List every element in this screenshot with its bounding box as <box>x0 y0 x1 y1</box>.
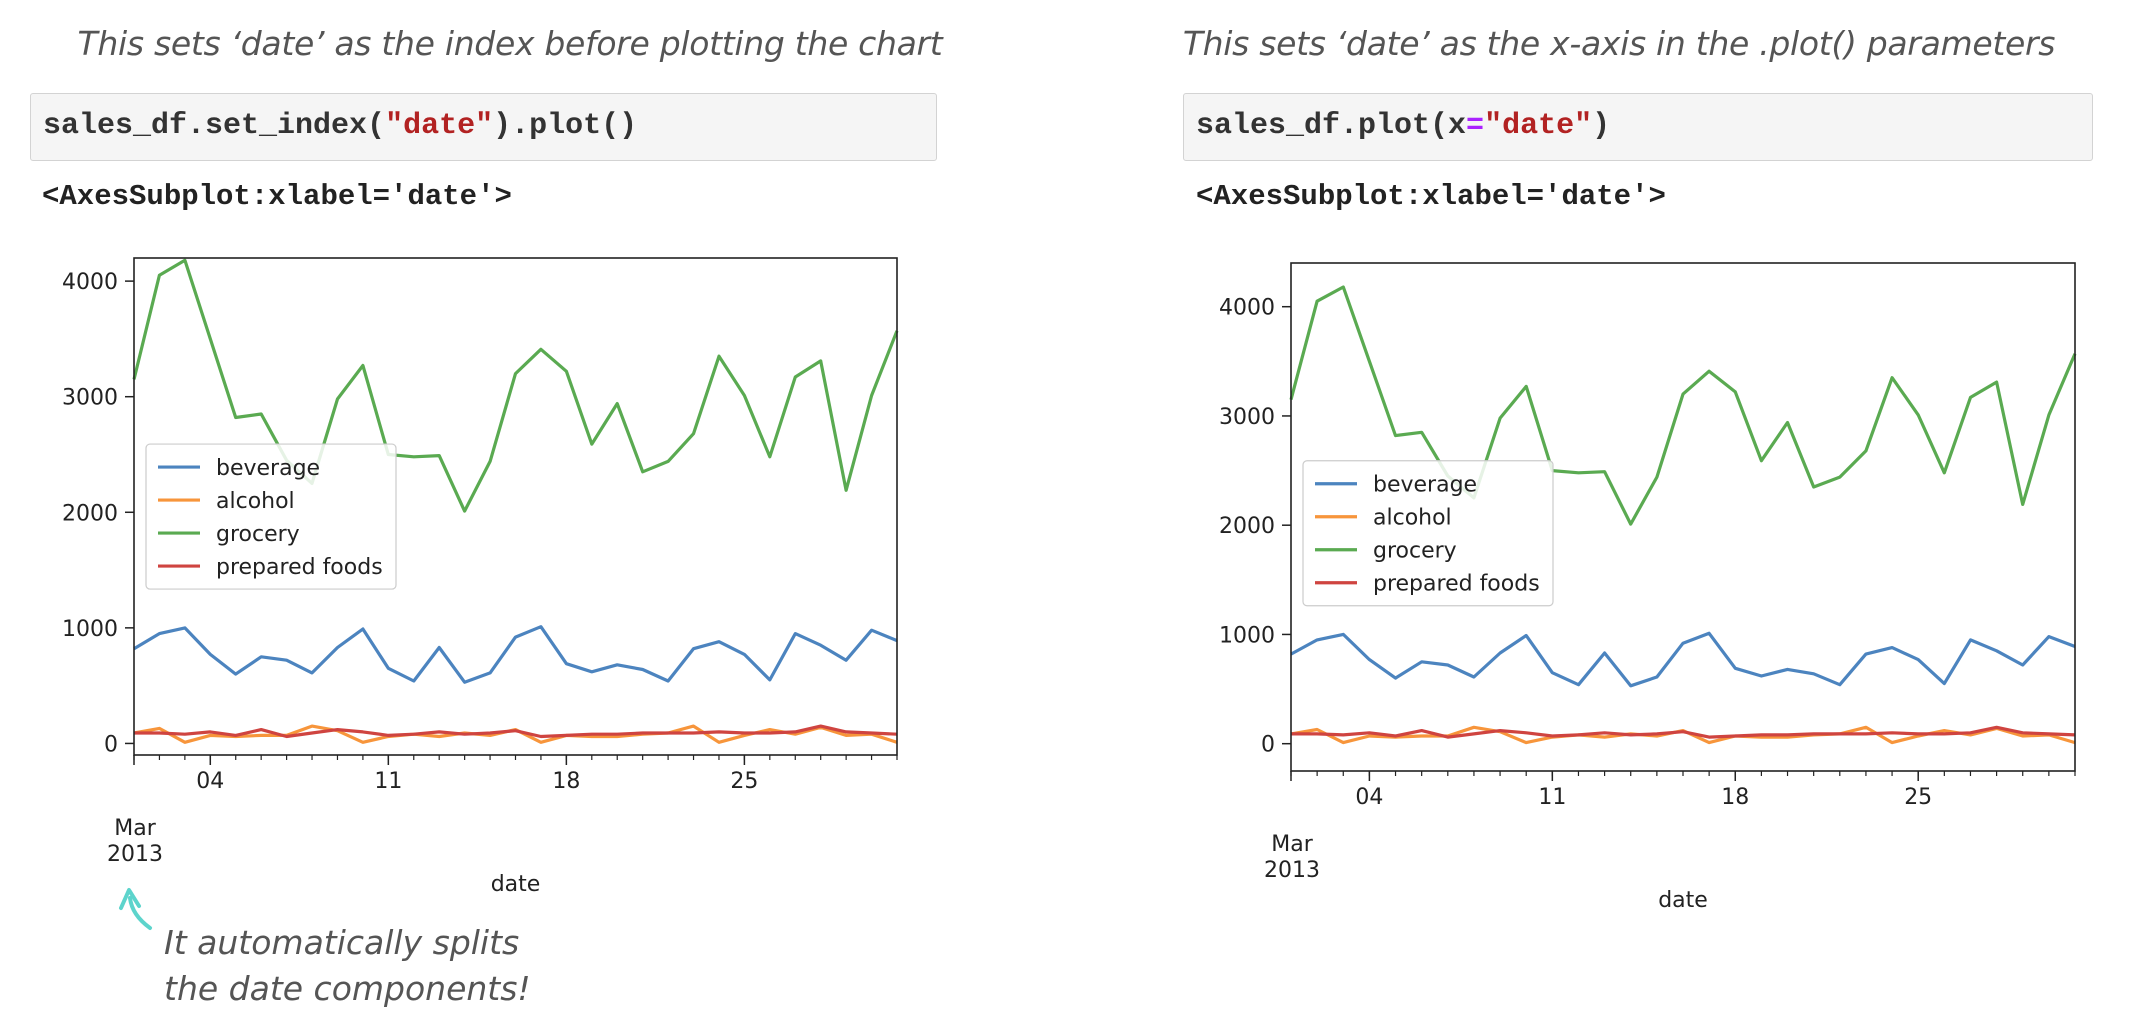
annotation-arrow <box>119 888 152 930</box>
series-line-beverage <box>133 625 898 684</box>
code-text: sales_df.set_index( <box>43 109 386 143</box>
legend-label: alcohol <box>216 489 295 514</box>
series-line-grocery <box>132 258 899 513</box>
code-text: sales_df.plot(x <box>1196 109 1467 143</box>
legend-label: grocery <box>216 522 300 547</box>
x-tick-label: 18 <box>552 769 580 794</box>
x-tick-label: 25 <box>1904 785 1932 810</box>
y-tick-label: 2000 <box>62 501 118 526</box>
series-line-prepared-foods <box>1291 725 2076 739</box>
annotation-text: It automatically splits the date compone… <box>164 920 531 1012</box>
right-panel: This sets ‘date’ as the x-axis in the .p… <box>1069 0 2138 1034</box>
series-line-prepared-foods <box>134 724 898 739</box>
x-axis-label: date <box>491 872 541 897</box>
y-tick-label: 1000 <box>62 617 118 642</box>
legend-box <box>1302 460 1554 607</box>
legend-box <box>145 443 397 590</box>
x-tick-label: 25 <box>730 769 758 794</box>
code-cell[interactable]: sales_df.plot(x="date") <box>1183 93 2093 161</box>
legend-label: beverage <box>216 456 320 481</box>
code-text: ).plot() <box>493 109 638 143</box>
y-tick-label: 3000 <box>1219 405 1275 430</box>
y-tick-label: 0 <box>104 732 118 757</box>
panel-caption: This sets ‘date’ as the x-axis in the .p… <box>1182 24 2056 63</box>
y-tick-label: 0 <box>1261 733 1275 758</box>
x-month-label: Mar <box>114 816 156 841</box>
output-repr: <AxesSubplot:xlabel='date'> <box>1196 180 1666 213</box>
x-tick-label: 11 <box>1538 785 1566 810</box>
y-tick-label: 4000 <box>1219 296 1275 321</box>
y-tick-label: 3000 <box>62 386 118 411</box>
code-text: ) <box>1592 109 1611 143</box>
curved-arrow-icon <box>128 896 152 930</box>
panel-caption: This sets ‘date’ as the index before plo… <box>77 24 943 63</box>
y-tick-label: 1000 <box>1219 623 1275 648</box>
x-tick-label: 04 <box>1355 785 1383 810</box>
x-axis-label: date <box>1658 888 1708 913</box>
series-line-grocery <box>1289 285 2077 526</box>
code-string: "date" <box>1484 109 1593 143</box>
annotation-line: the date components! <box>164 969 531 1008</box>
code-cell[interactable]: sales_df.set_index("date").plot() <box>30 93 937 161</box>
x-year-label: 2013 <box>1264 858 1320 883</box>
chart-legend: beverage alcohol grocery prepared foods <box>1302 460 1554 607</box>
x-tick-label: 18 <box>1721 785 1749 810</box>
left-panel: This sets ‘date’ as the index before plo… <box>30 24 943 1012</box>
x-tick-label: 11 <box>374 769 402 794</box>
legend-label: beverage <box>1373 473 1477 498</box>
y-tick-label: 2000 <box>1219 514 1275 539</box>
legend-label: prepared foods <box>1373 572 1540 597</box>
output-repr: <AxesSubplot:xlabel='date'> <box>42 180 512 213</box>
legend-label: alcohol <box>1373 506 1452 531</box>
x-month-label: Mar <box>1271 832 1313 857</box>
x-year-label: 2013 <box>107 842 163 867</box>
annotation-line: It automatically splits <box>164 923 520 962</box>
series-line-beverage <box>1290 631 2076 688</box>
y-tick-label: 4000 <box>62 270 118 295</box>
code-operator: = <box>1466 109 1485 143</box>
legend-label: prepared foods <box>216 555 383 580</box>
code-string: "date" <box>385 109 494 143</box>
legend-label: grocery <box>1373 539 1457 564</box>
x-tick-label: 04 <box>196 769 224 794</box>
chart-legend: beverage alcohol grocery prepared foods <box>145 443 397 590</box>
